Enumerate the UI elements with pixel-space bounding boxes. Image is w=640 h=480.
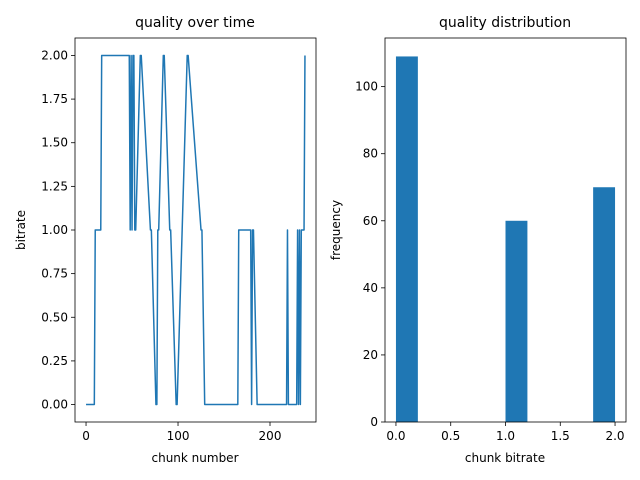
histogram-ticks: 0.0 0.5 1.0 1.5 2.0 0 20 40 60 80 100 (355, 80, 624, 443)
line-chart-ylabel: bitrate (14, 210, 28, 250)
histogram-bar (505, 220, 528, 422)
histogram-xtick-label: 0.5 (441, 429, 460, 443)
histogram-xtick-label: 0.0 (386, 429, 405, 443)
line-chart-panel: quality over time 0 100 200 0.00 0.25 0.50 0.7… (14, 15, 317, 465)
histogram-ylabel: frequency (329, 200, 343, 260)
histogram-bar (395, 56, 418, 423)
histogram-xlabel: chunk bitrate (465, 451, 545, 465)
line-chart-ytick-label: 0.75 (41, 267, 68, 281)
histogram-xtick-label: 1.0 (496, 429, 515, 443)
line-chart-ytick-label: 2.00 (41, 48, 68, 62)
histogram-xtick-label: 2.0 (605, 429, 624, 443)
histogram-bar (593, 187, 616, 422)
line-series-0 (86, 54, 306, 406)
histogram-xtick-label: 1.5 (551, 429, 570, 443)
line-chart-xlabel: chunk number (151, 451, 238, 465)
line-chart-ticks: 0 100 200 0.00 0.25 0.50 0.75 1.00 1.25 1.50 1.75 2… (41, 48, 281, 443)
histogram-title: quality distribution (439, 15, 571, 31)
histogram-plot-area (395, 56, 616, 423)
line-chart-xtick-label: 0 (82, 429, 90, 443)
line-chart-xtick-label: 100 (167, 429, 190, 443)
histogram-ytick-label: 60 (363, 214, 378, 228)
histogram-ytick-label: 0 (370, 415, 378, 429)
line-chart-ytick-label: 0.50 (41, 310, 68, 324)
line-chart-ytick-label: 0.00 (41, 398, 68, 412)
histogram-frame (384, 37, 627, 423)
histogram-panel: quality distribution 0.0 0.5 1.0 1.5 2.0 0 20 4… (329, 15, 627, 465)
line-chart-title: quality over time (135, 15, 255, 31)
line-chart-ytick-label: 0.25 (41, 354, 68, 368)
histogram-ytick-label: 80 (363, 147, 378, 161)
line-chart-frame (74, 37, 317, 423)
line-chart-xtick-label: 200 (259, 429, 282, 443)
histogram-ytick-label: 20 (363, 348, 378, 362)
line-chart-ytick-label: 1.50 (41, 136, 68, 150)
line-chart-ytick-label: 1.00 (41, 223, 68, 237)
line-chart-plot-area (86, 54, 306, 406)
line-chart-ytick-label: 1.75 (41, 92, 68, 106)
histogram-ytick-label: 40 (363, 281, 378, 295)
histogram-ytick-label: 100 (355, 80, 378, 94)
line-chart-ytick-label: 1.25 (41, 179, 68, 193)
